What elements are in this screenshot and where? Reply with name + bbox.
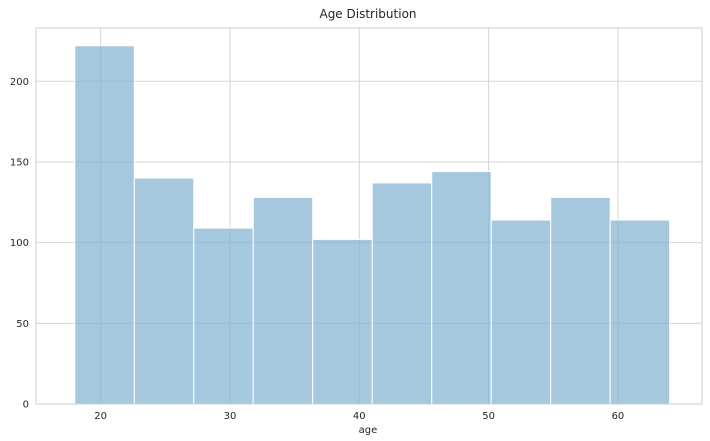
y-tick-label-200: 200	[10, 77, 29, 88]
bars	[74, 45, 671, 405]
histogram-bar-4	[252, 196, 314, 405]
x-tick-label-30: 30	[224, 411, 237, 422]
y-tick-label-50: 50	[16, 319, 29, 330]
y-tick-label-0: 0	[23, 400, 29, 411]
y-tick-label-150: 150	[10, 157, 29, 168]
x-tick-label-50: 50	[482, 411, 495, 422]
histogram-bar-5	[312, 238, 373, 405]
y-axis-ticks: 0 50 100 150 200	[10, 77, 29, 411]
x-axis-ticks: 20 30 40 50 60	[94, 411, 624, 422]
x-tick-label-60: 60	[612, 411, 625, 422]
histogram-bar-3	[193, 227, 254, 405]
histogram-bar-6	[371, 182, 433, 405]
histogram-bar-9	[550, 196, 611, 405]
histogram-bar-8	[490, 219, 552, 405]
x-tick-label-20: 20	[94, 411, 107, 422]
y-tick-label-100: 100	[10, 238, 29, 249]
chart-title: Age Distribution	[319, 7, 416, 21]
plot-frame	[35, 27, 703, 405]
histogram-bar-1	[74, 45, 135, 405]
x-tick-label-40: 40	[353, 411, 366, 422]
x-axis-label: age	[359, 425, 378, 436]
histogram-bar-7	[431, 171, 492, 405]
histogram-bar-10	[609, 219, 671, 405]
histogram-bar-2	[133, 177, 195, 405]
